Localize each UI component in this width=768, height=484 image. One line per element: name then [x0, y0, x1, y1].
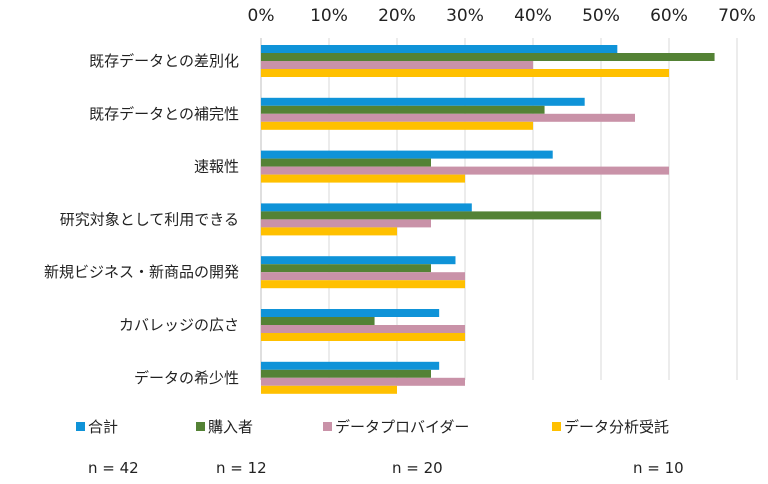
- bar: [261, 211, 601, 220]
- bar: [261, 264, 431, 273]
- legend-swatch: [323, 422, 332, 431]
- sample-size-labels: n = 42 n = 12 n = 20 n = 10: [88, 459, 684, 477]
- category-label: 速報性: [194, 158, 239, 176]
- bar: [261, 385, 397, 394]
- category-labels: 既存データとの差別化既存データとの補完性速報性研究対象として利用できる新規ビジネ…: [44, 52, 239, 387]
- bar: [261, 121, 533, 130]
- legend: 合計 購入者 データプロバイダー データ分析受託: [76, 418, 669, 436]
- category-label: 研究対象として利用できる: [60, 210, 239, 228]
- bar: [261, 309, 440, 317]
- x-tick-label: 20%: [378, 6, 416, 26]
- category-label: データの希少性: [134, 369, 239, 387]
- legend-swatch: [196, 422, 205, 431]
- bar: [261, 166, 669, 175]
- bar: [261, 69, 669, 77]
- sample-size-label: n = 10: [633, 459, 684, 477]
- bar: [261, 53, 715, 61]
- x-axis-ticks: 0% 10% 20% 30% 40% 50% 60% 70%: [248, 6, 756, 26]
- bar: [261, 333, 465, 341]
- category-label: カバレッジの広さ: [119, 316, 239, 334]
- bar: [261, 97, 585, 106]
- legend-swatch: [76, 422, 85, 431]
- bar: [261, 61, 533, 69]
- bar: [261, 369, 431, 378]
- bar: [261, 227, 397, 236]
- x-tick-label: 10%: [310, 6, 348, 26]
- legend-label: 合計: [88, 418, 118, 436]
- bar: [261, 361, 440, 370]
- x-tick-label: 0%: [248, 6, 275, 26]
- bar: [261, 203, 472, 212]
- bar: [261, 174, 465, 183]
- bar: [261, 45, 618, 53]
- x-tick-label: 60%: [650, 6, 688, 26]
- x-tick-label: 50%: [582, 6, 620, 26]
- x-tick-label: 40%: [514, 6, 552, 26]
- legend-swatch: [552, 422, 561, 431]
- bar: [261, 325, 465, 333]
- x-tick-label: 30%: [446, 6, 484, 26]
- bar: [261, 377, 465, 386]
- legend-label: データ分析受託: [564, 418, 669, 436]
- bar: [261, 219, 431, 228]
- bar: [261, 105, 545, 114]
- category-label: 既存データとの差別化: [89, 52, 239, 70]
- bar: [261, 317, 375, 325]
- category-label: 既存データとの補完性: [89, 105, 239, 123]
- bar: [261, 272, 465, 281]
- sample-size-label: n = 20: [392, 459, 443, 477]
- bar: [261, 280, 465, 289]
- bar: [261, 256, 456, 265]
- legend-label: 購入者: [208, 418, 253, 436]
- bar: [261, 158, 431, 167]
- x-tick-label: 70%: [718, 6, 756, 26]
- category-label: 新規ビジネス・新商品の開発: [44, 263, 239, 281]
- sample-size-label: n = 42: [88, 459, 139, 477]
- sample-size-label: n = 12: [216, 459, 267, 477]
- bar: [261, 113, 635, 122]
- bar: [261, 150, 553, 159]
- bars: [261, 45, 715, 394]
- legend-label: データプロバイダー: [335, 418, 469, 436]
